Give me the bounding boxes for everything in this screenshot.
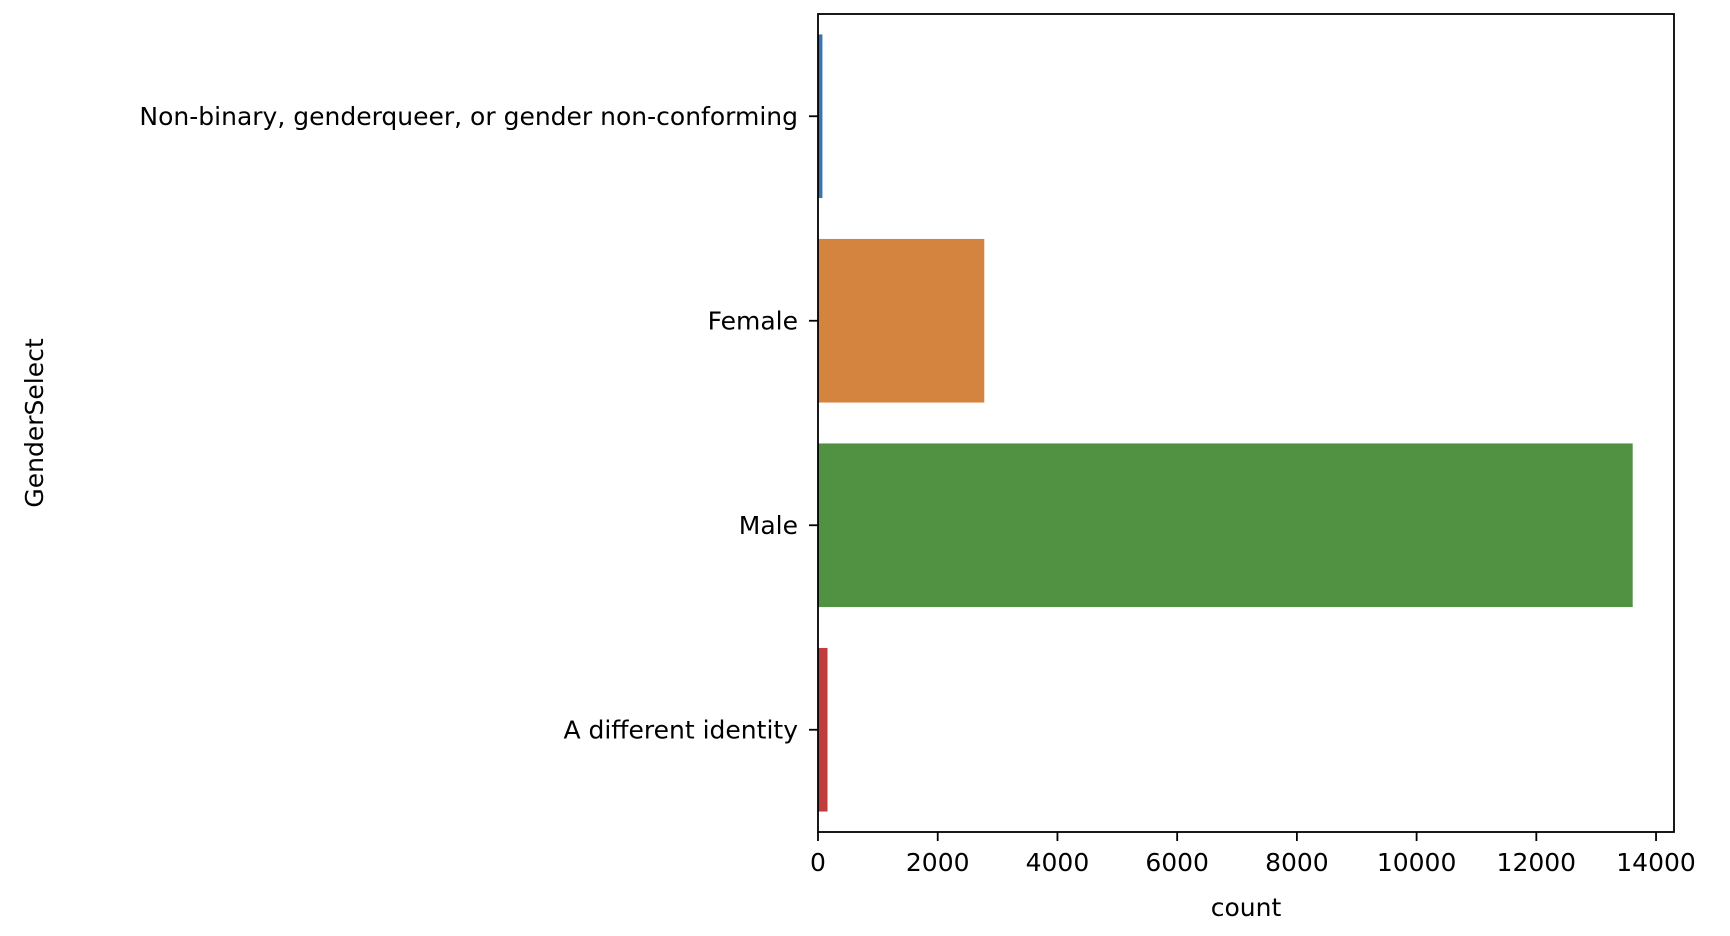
x-tick-label: 14000 bbox=[1616, 848, 1696, 877]
x-tick-label: 6000 bbox=[1145, 848, 1209, 877]
y-axis-label: GenderSelect bbox=[20, 338, 49, 507]
x-tick-label: 8000 bbox=[1265, 848, 1329, 877]
x-tick-label: 12000 bbox=[1497, 848, 1577, 877]
x-tick-label: 0 bbox=[810, 848, 826, 877]
bar bbox=[818, 238, 985, 403]
y-tick-label: Female bbox=[708, 306, 798, 335]
bar bbox=[818, 443, 1633, 608]
x-axis-label: count bbox=[1211, 893, 1282, 922]
x-tick-label: 4000 bbox=[1026, 848, 1090, 877]
plot-frame bbox=[817, 13, 1675, 833]
x-tick-label: 10000 bbox=[1377, 848, 1457, 877]
bars-layer bbox=[818, 34, 1633, 812]
bar bbox=[818, 647, 828, 812]
plot-background bbox=[818, 14, 1674, 832]
x-tick-label: 2000 bbox=[906, 848, 970, 877]
y-tick-label: A different identity bbox=[563, 715, 798, 744]
y-ticks-layer: Non-binary, genderqueer, or gender non-c… bbox=[139, 102, 818, 744]
bar bbox=[818, 34, 823, 199]
y-tick-label: Non-binary, genderqueer, or gender non-c… bbox=[139, 102, 798, 131]
y-tick-label: Male bbox=[739, 511, 798, 540]
x-ticks-layer: 0 2000 4000 6000 8000 10000 12000 14000 bbox=[810, 832, 1696, 877]
